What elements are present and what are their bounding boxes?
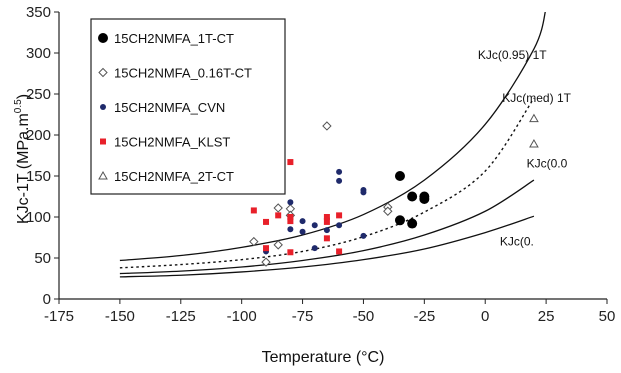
y-axis-title-close: )	[15, 94, 32, 99]
curve-4	[119, 215, 535, 278]
data-point-series-1	[407, 191, 418, 202]
data-point-series-3	[336, 168, 343, 175]
data-point-series-5	[529, 113, 539, 123]
legend-marker-3	[100, 104, 106, 110]
curve-label-4: KJc(0.	[500, 235, 534, 249]
data-point-series-3	[287, 226, 294, 233]
data-point-series-3	[299, 218, 306, 225]
y-axis-title-sup: 0.5	[13, 99, 24, 113]
data-point-series-3	[360, 189, 367, 196]
data-point-series-4	[323, 214, 330, 220]
data-point-series-3	[311, 245, 318, 252]
legend-marker-5	[98, 170, 108, 180]
curves-layer	[119, 12, 546, 278]
y-tick-label: 50	[34, 250, 51, 267]
y-tick-label: 100	[26, 209, 51, 226]
curve-1	[119, 12, 546, 262]
data-point-series-3	[336, 177, 343, 184]
data-point-series-2	[383, 206, 393, 216]
data-point-series-2	[249, 236, 259, 247]
x-tick-label: -25	[413, 308, 435, 325]
data-point-series-4	[287, 249, 294, 256]
x-tick-label: 0	[481, 308, 489, 325]
data-point-series-4	[336, 248, 343, 255]
data-point-series-4	[275, 212, 282, 219]
data-point-series-4	[323, 235, 330, 242]
legend-label-2: 15CH2NMFA_0.16T-CT	[114, 66, 252, 81]
x-tick-label: -175	[44, 308, 74, 325]
data-point-series-3	[287, 199, 294, 206]
x-tick-label: -150	[105, 308, 135, 325]
legend-label-4: 15CH2NMFA_KLST	[114, 135, 230, 150]
legend-label-1: 15CH2NMFA_1T-CT	[114, 31, 234, 46]
data-point-series-4	[250, 207, 257, 214]
data-point-series-2	[261, 257, 271, 267]
y-axis-title-main: KJc-1T (MPa.m	[15, 113, 32, 224]
legend-marker-2	[98, 67, 108, 78]
data-point-series-1	[394, 215, 405, 226]
legend-label-5: 15CH2NMFA_2T-CT	[114, 169, 234, 184]
x-tick-label: -75	[292, 308, 314, 325]
data-point-series-4	[263, 218, 270, 225]
x-axis-title: Temperature (°C)	[262, 349, 385, 366]
y-tick-label: 200	[26, 127, 51, 144]
x-tick-label: -100	[227, 308, 257, 325]
y-axis-title: KJc-1T (MPa.m0.5)	[13, 94, 32, 224]
data-point-series-3	[336, 222, 343, 229]
y-tick-label: 300	[26, 45, 51, 62]
x-tick-label: -50	[353, 308, 375, 325]
y-tick-label: 150	[26, 168, 51, 185]
data-point-series-4	[336, 212, 343, 219]
data-point-series-4	[263, 245, 270, 252]
legend: 15CH2NMFA_1T-CT 15CH2NMFA_0.16T-CT 15CH2NM…	[90, 18, 286, 195]
data-point-series-2	[273, 203, 283, 213]
points-layer	[249, 113, 539, 267]
data-point-series-1	[394, 171, 405, 181]
data-point-series-4	[287, 218, 294, 225]
x-tick-label: -125	[166, 308, 196, 325]
data-point-series-1	[419, 193, 430, 204]
y-tick-label: 0	[43, 291, 51, 308]
curve-label-2: KJc(med) 1T	[502, 91, 571, 105]
legend-marker-4	[100, 138, 106, 145]
data-point-series-1	[407, 218, 418, 229]
data-point-series-4	[287, 159, 294, 166]
y-tick-label: 350	[26, 4, 51, 21]
curve-label-3: KJc(0.0	[527, 157, 568, 171]
data-point-series-2	[322, 121, 332, 131]
x-tick-label: 50	[599, 308, 616, 325]
legend-marker-1	[98, 33, 108, 43]
data-point-series-3	[311, 222, 318, 229]
legend-label-3: 15CH2NMFA_CVN	[114, 100, 225, 115]
data-point-series-4	[287, 214, 294, 220]
y-tick-label: 250	[26, 86, 51, 103]
data-point-series-5	[529, 139, 539, 148]
data-point-series-4	[323, 218, 330, 225]
x-tick-label: 25	[538, 308, 555, 325]
curve-2	[119, 97, 535, 269]
data-point-series-3	[360, 232, 367, 239]
curve-label-1: KJc(0.95) 1T	[478, 48, 547, 62]
curve-labels-layer: KJc(0.95) 1T KJc(med) 1T KJc(0.0 KJc(0.	[478, 48, 572, 249]
curve-3	[119, 179, 535, 275]
legend-box	[90, 18, 286, 195]
data-point-series-3	[299, 228, 306, 235]
data-point-series-3	[323, 227, 330, 234]
data-point-series-2	[273, 240, 283, 250]
